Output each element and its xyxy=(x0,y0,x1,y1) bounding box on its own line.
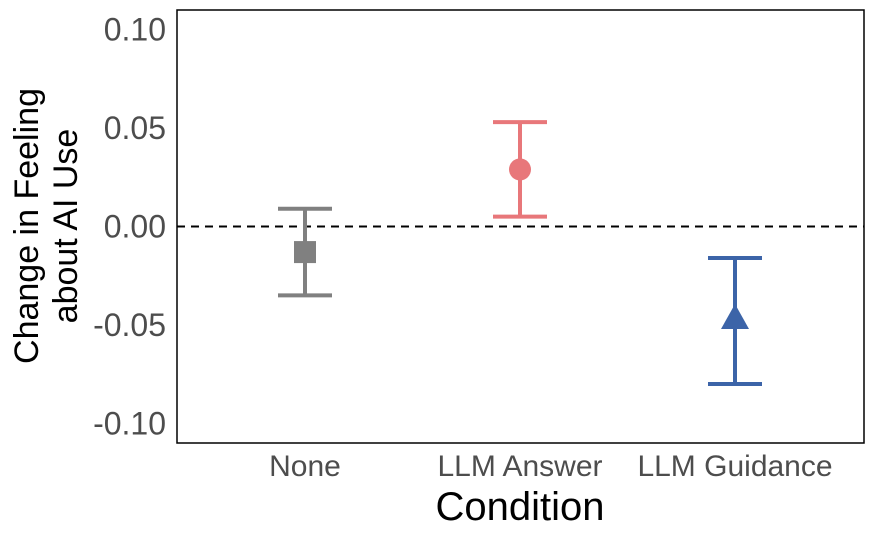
error-bar-group xyxy=(708,255,762,386)
x-axis-title: Condition xyxy=(435,485,604,529)
x-tick-label: LLM Guidance xyxy=(637,450,832,483)
error-bar-group xyxy=(493,120,547,219)
x-tick-label: LLM Answer xyxy=(437,450,602,483)
x-axis: None LLM Answer LLM Guidance xyxy=(269,450,832,483)
y-axis-title-line-2: about AI Use xyxy=(47,129,85,324)
y-axis-title-line-1: Change in Feeling xyxy=(8,88,46,364)
x-tick-label: None xyxy=(269,450,341,483)
y-tick-label: -0.05 xyxy=(93,307,166,343)
y-tick-label: -0.10 xyxy=(93,405,166,441)
error-bar-group xyxy=(278,206,332,298)
point-marker-square xyxy=(294,241,316,264)
data-marks xyxy=(278,120,762,386)
y-axis: 0.10 0.05 0.00 -0.05 -0.10 xyxy=(93,12,166,442)
point-marker-circle xyxy=(509,158,531,181)
y-tick-label: 0.00 xyxy=(104,209,166,245)
point-marker-triangle xyxy=(721,304,749,330)
y-tick-label: 0.05 xyxy=(104,110,166,146)
y-tick-label: 0.10 xyxy=(104,12,166,48)
